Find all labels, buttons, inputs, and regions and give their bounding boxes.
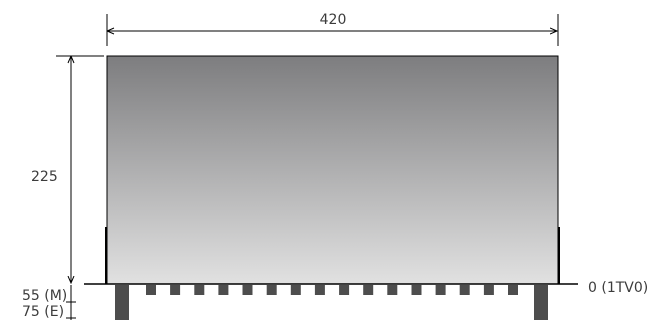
- small-foot: [411, 285, 422, 295]
- small-foot: [459, 285, 470, 295]
- baseline-label: 0 (1TV0): [588, 280, 648, 296]
- large-foot-right: [534, 285, 548, 320]
- depth-dimension: 55 (M) 75 (E): [22, 285, 76, 320]
- width-label: 420: [320, 12, 347, 28]
- small-foot: [387, 285, 398, 295]
- small-foot: [146, 285, 156, 295]
- feet: [115, 285, 548, 320]
- small-foot: [242, 285, 253, 295]
- unit-panel: [106, 55, 559, 285]
- small-foot: [194, 285, 205, 295]
- small-foot: [170, 285, 181, 295]
- height-dimension: 225: [31, 55, 104, 283]
- small-foot: [483, 285, 494, 295]
- small-foot: [508, 285, 518, 295]
- depth-e-label: 75 (E): [22, 304, 64, 320]
- depth-m-label: 55 (M): [22, 288, 67, 304]
- height-label: 225: [31, 169, 58, 185]
- small-foot: [339, 285, 350, 295]
- small-foot: [290, 285, 301, 295]
- small-foot: [266, 285, 277, 295]
- large-foot-left: [115, 285, 129, 320]
- small-foot: [435, 285, 446, 295]
- small-foot: [363, 285, 374, 295]
- small-foot: [314, 285, 325, 295]
- width-dimension: 420: [106, 12, 559, 46]
- small-foot: [218, 285, 229, 295]
